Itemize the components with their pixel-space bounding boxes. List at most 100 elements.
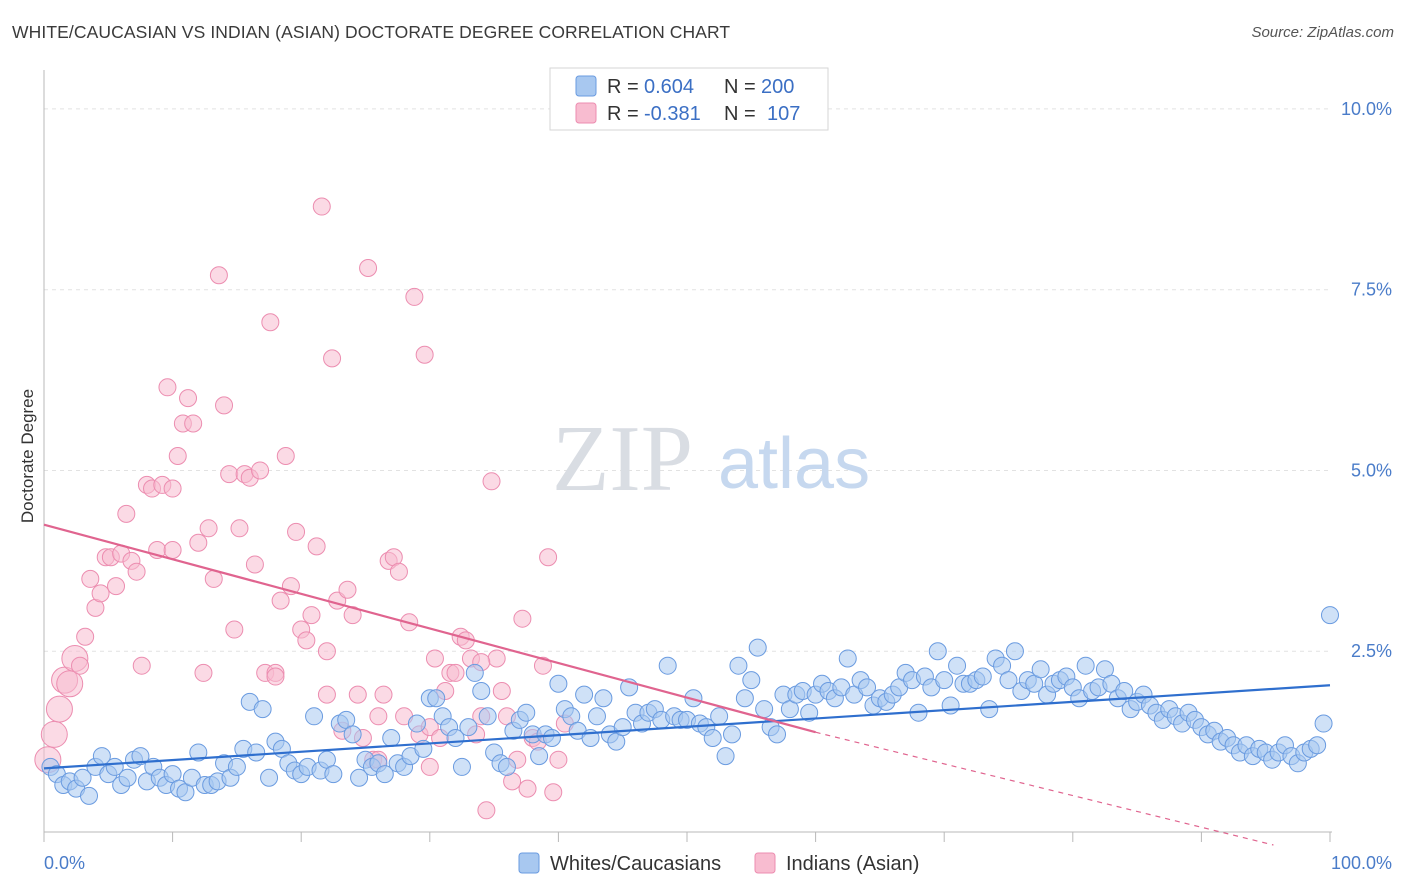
indians-point: [287, 522, 306, 541]
legend-swatch-blue: [575, 75, 597, 97]
y-tick-label: 2.5%: [1351, 641, 1392, 661]
indians-point: [117, 504, 136, 523]
indians-point: [487, 649, 506, 668]
whites-point: [973, 667, 992, 686]
whites-point: [73, 768, 92, 787]
whites-point: [459, 718, 478, 737]
whites-point: [948, 656, 967, 675]
whites-point: [118, 768, 137, 787]
indians-point: [482, 472, 501, 491]
indians-point: [518, 779, 537, 798]
legend-r-value-1: 0.604: [644, 76, 694, 98]
whites-point: [735, 689, 754, 708]
whites-point: [375, 765, 394, 784]
bottom-legend-swatch-whites: [518, 852, 540, 874]
indians-point: [189, 533, 208, 552]
whites-point: [729, 656, 748, 675]
whites-point: [324, 765, 343, 784]
bottom-legend-swatch-indians: [754, 852, 776, 874]
whites-point: [1314, 714, 1333, 733]
indians-point: [261, 313, 280, 332]
legend-r-label-1: R =: [607, 76, 639, 98]
indians-point: [230, 519, 249, 538]
whites-point: [748, 638, 767, 657]
watermark: ZIP atlas: [552, 407, 870, 511]
legend-n-label-1: N =: [724, 76, 756, 98]
indians-point: [374, 685, 393, 704]
indians-point: [302, 606, 321, 625]
whites-point: [253, 700, 272, 719]
indians-point: [533, 656, 552, 675]
whites-point: [1076, 656, 1095, 675]
indians-point: [513, 609, 532, 628]
watermark-zip: ZIP: [552, 407, 693, 511]
indians-point: [425, 649, 444, 668]
indians-point: [199, 519, 218, 538]
indians-trend-extension: [815, 731, 1274, 846]
indians-point: [127, 562, 146, 581]
trend-lines: [43, 523, 1331, 846]
whites-point: [999, 671, 1018, 690]
bottom-legend-label-whites: Whites/Caucasians: [550, 853, 721, 875]
indians-point: [307, 537, 326, 556]
whites-point: [594, 689, 613, 708]
whites-point: [723, 725, 742, 744]
whites-point: [935, 671, 954, 690]
whites-point: [755, 700, 774, 719]
indians-point: [215, 396, 234, 415]
indians-point: [56, 670, 84, 698]
legend-n-label-2: N =: [724, 103, 756, 125]
whites-point: [542, 729, 561, 747]
whites-point: [1321, 606, 1339, 625]
indians-point: [549, 750, 568, 769]
whites-point: [716, 747, 735, 766]
indians-point: [389, 562, 408, 581]
whites-point: [800, 703, 819, 722]
source-label: Source: ZipAtlas.com: [1251, 24, 1394, 41]
y-axis-label: Doctorate Degree: [18, 389, 37, 523]
indians-point: [251, 461, 270, 480]
whites-point: [587, 707, 606, 726]
indians-point: [359, 259, 378, 277]
whites-point: [465, 663, 484, 682]
legend-r-value-2: -0.381: [644, 103, 701, 125]
bottom-legend: Whites/Caucasians Indians (Asian): [518, 852, 919, 875]
x-tick-label-max: 100.0%: [1331, 853, 1392, 873]
indians-point: [209, 266, 228, 285]
indians-point: [312, 197, 331, 216]
whites-point: [1031, 660, 1050, 679]
legend-r-label-2: R =: [607, 103, 639, 125]
indians-point: [45, 695, 73, 723]
whites-point: [343, 725, 362, 744]
legend-swatch-pink: [575, 102, 597, 124]
indians-point: [168, 447, 187, 465]
whites-point: [189, 743, 208, 762]
whites-point: [247, 743, 266, 762]
indians-point: [317, 642, 336, 661]
indians-point: [158, 378, 177, 397]
indians-point: [420, 757, 439, 776]
whites-point: [742, 671, 761, 690]
whites-point: [768, 725, 787, 744]
series-indians-points: [34, 197, 574, 820]
whites-point: [407, 714, 426, 733]
indians-point: [71, 656, 90, 675]
indians-point: [225, 620, 244, 639]
whites-point: [703, 729, 722, 747]
whites-point: [350, 768, 369, 787]
indians-point: [81, 569, 100, 588]
whites-point: [858, 678, 877, 697]
whites-point: [980, 700, 999, 719]
whites-point: [305, 707, 324, 726]
whites-point: [941, 696, 960, 715]
indians-point: [276, 447, 295, 465]
whites-point: [452, 757, 471, 776]
whites-point: [227, 757, 246, 776]
indians-trend-line: [43, 523, 816, 734]
indians-point: [338, 580, 357, 599]
indians-point: [317, 685, 336, 704]
indians-point: [446, 663, 465, 682]
whites-point: [549, 674, 568, 693]
indians-point: [415, 345, 434, 364]
indians-point: [348, 685, 367, 704]
